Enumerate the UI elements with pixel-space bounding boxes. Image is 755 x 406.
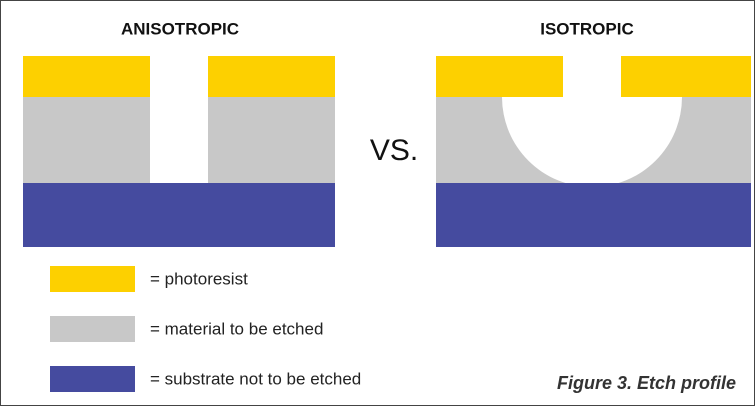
anisotropic-profile — [23, 56, 335, 247]
legend-swatch — [50, 266, 135, 292]
legend: = photoresist = material to be etched = … — [50, 266, 361, 392]
etch-trench — [150, 56, 208, 183]
substrate — [436, 183, 751, 247]
legend-label: = photoresist — [150, 269, 248, 288]
photoresist — [621, 56, 751, 97]
substrate — [23, 183, 335, 247]
legend-label: = material to be etched — [150, 319, 323, 338]
panel-title: ANISOTROPIC — [121, 19, 239, 38]
legend-swatch — [50, 366, 135, 392]
etch-opening — [563, 56, 621, 97]
photoresist — [23, 56, 150, 97]
caption: Figure 3. Etch profile — [557, 373, 736, 393]
etch-cavity — [502, 97, 682, 183]
photoresist — [208, 56, 335, 97]
legend-swatch — [50, 316, 135, 342]
photoresist — [436, 56, 563, 97]
legend-label: = substrate not to be etched — [150, 369, 361, 388]
isotropic-profile — [436, 56, 751, 247]
panel-title: ISOTROPIC — [540, 19, 634, 38]
vs-label: VS. — [370, 134, 418, 167]
